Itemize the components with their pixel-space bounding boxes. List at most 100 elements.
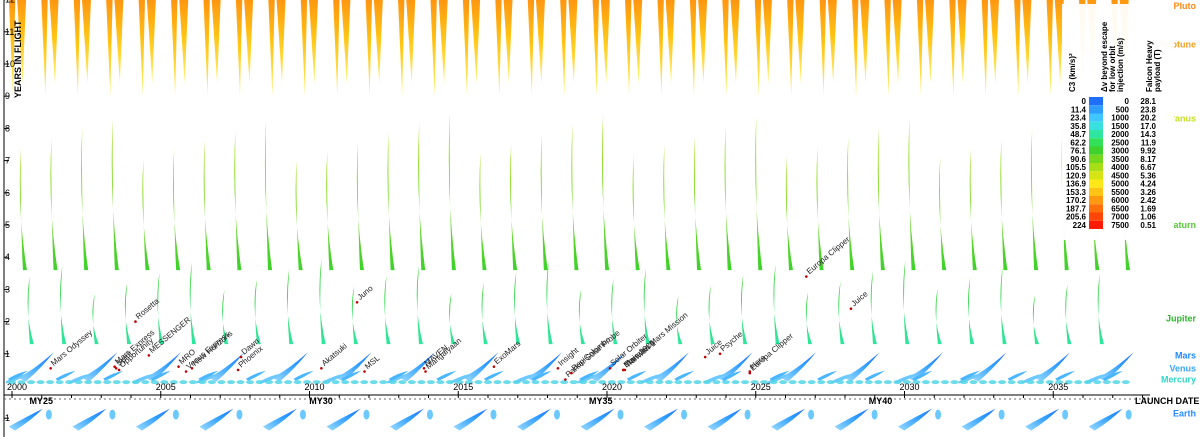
planet-label: Neptune: [1160, 40, 1196, 50]
earth-blob: [517, 408, 552, 431]
earth-blob-secondary: [681, 409, 688, 420]
legend-c3-value: 35.8: [1070, 122, 1086, 131]
legend-swatch: [1089, 220, 1103, 229]
mercury-blob: [407, 380, 416, 385]
mercury-blob: [617, 380, 626, 385]
earth-blob: [8, 408, 43, 431]
outer-band: [179, 0, 189, 84]
outer-band: [1054, 0, 1064, 84]
mercury-blob: [1007, 380, 1016, 385]
outer-band: [698, 0, 708, 84]
mission-label: ExoMars: [492, 339, 522, 366]
outer-band: [665, 0, 675, 84]
venus-blob: [531, 370, 552, 381]
earth-blob: [135, 408, 170, 431]
legend-swatch: [1089, 130, 1103, 139]
mercury-blob: [312, 380, 321, 385]
outer-band: [73, 0, 81, 97]
mercury-blob: [817, 380, 826, 385]
outer-band: [568, 0, 578, 84]
earth-blob-secondary: [808, 409, 815, 420]
outer-band: [819, 0, 826, 97]
mercury-blob: [798, 380, 807, 385]
mission-dot: [805, 275, 808, 278]
venus-blob: [912, 370, 933, 381]
mercury-blob: [503, 380, 512, 385]
planet-label: Saturn: [1167, 220, 1196, 230]
outer-band: [625, 0, 632, 97]
mission-label: Juno: [356, 283, 375, 301]
legend-dv-value: 0: [1125, 97, 1130, 106]
outer-band: [138, 0, 145, 97]
mercury-blob: [436, 380, 445, 385]
mercury-blob: [769, 380, 778, 385]
saturn-band: [142, 158, 150, 271]
legend-swatch: [1089, 97, 1103, 106]
saturn-bands: [19, 113, 1131, 271]
outer-band: [203, 0, 210, 97]
legend-dv-value: 1500: [1111, 122, 1129, 131]
outer-band: [892, 0, 902, 84]
outer-band: [333, 0, 340, 97]
venus-blob: [7, 370, 28, 381]
outer-band: [471, 0, 481, 84]
venus-blob: [626, 370, 647, 381]
saturn-band: [203, 139, 211, 271]
mission-dot: [849, 307, 853, 311]
legend-swatch: [1089, 154, 1103, 163]
saturn-band: [693, 135, 702, 271]
saturn-band: [479, 152, 487, 271]
mercury-blob: [493, 380, 502, 385]
legend-swatch: [1089, 105, 1103, 114]
mission-label: Rosetta: [134, 296, 161, 321]
earth-blob: [707, 408, 742, 431]
earth-blob-secondary: [236, 409, 243, 420]
mercury-blob: [636, 380, 645, 385]
mission-dot: [147, 354, 151, 357]
earth-blob-secondary: [45, 409, 52, 420]
legend-payload-value: 5.36: [1140, 171, 1156, 180]
outer-band: [114, 0, 124, 84]
outer-band: [438, 0, 448, 84]
outer-band: [398, 0, 405, 97]
venus-blob: [55, 370, 76, 381]
legend-c3-value: 153.3: [1066, 188, 1087, 197]
jupiter-band: [254, 279, 261, 345]
legend-payload-value: 28.1: [1140, 97, 1156, 106]
outer-band: [276, 0, 286, 84]
earth-blob-secondary: [426, 409, 433, 420]
legend-payload-value: 20.2: [1140, 114, 1156, 123]
mercury-blob: [683, 380, 692, 385]
jupiter-band: [870, 270, 877, 345]
legend-swatch: [1089, 179, 1103, 188]
outer-band: [989, 0, 999, 84]
mercury-blob: [760, 380, 769, 385]
outer-band: [235, 0, 243, 97]
saturn-band: [939, 157, 947, 271]
legend-payload-value: 4.24: [1140, 180, 1156, 189]
mercury-blob: [940, 380, 949, 385]
saturn-band: [571, 124, 579, 271]
y-ticks: 1234567891011121: [4, 0, 15, 423]
mercury-blob: [855, 380, 864, 385]
legend-dv-value: 4000: [1111, 163, 1129, 172]
outer-band: [592, 0, 599, 97]
mercury-blob: [979, 380, 988, 385]
mercury-blob: [169, 380, 178, 385]
legend-header-payload: Falcon Heavy payload (T): [1145, 38, 1162, 92]
y-tick-label: 12: [5, 0, 15, 5]
mercury-blob: [207, 380, 216, 385]
outer-band: [730, 0, 740, 84]
legend-c3-value: 62.2: [1070, 138, 1086, 147]
mercury-blob: [722, 380, 730, 385]
mercury-blob: [84, 380, 93, 385]
outer-band: [957, 0, 967, 84]
saturn-band: [19, 147, 27, 271]
earth-blob: [1088, 408, 1123, 431]
mercury-blob: [350, 380, 359, 385]
planet-label: Earth: [1173, 408, 1196, 418]
legend-c3-value: 170.2: [1066, 196, 1087, 205]
mars-blob: [779, 352, 816, 382]
x-tick-label: 2015: [453, 382, 473, 392]
mission-dot: [492, 365, 496, 368]
